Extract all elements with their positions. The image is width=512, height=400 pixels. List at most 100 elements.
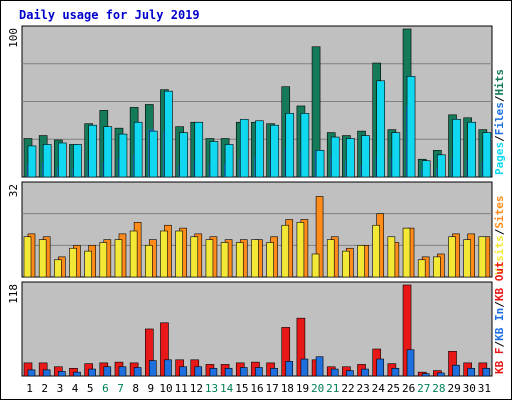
bar-visits <box>54 259 62 278</box>
bar-visits <box>190 236 199 278</box>
day-label: 6 <box>102 382 109 395</box>
bar-visits <box>342 250 350 278</box>
bar-pages <box>58 142 67 178</box>
bar-pages <box>270 124 279 178</box>
legend-entry: Files <box>493 102 506 135</box>
bar-visits <box>38 239 47 278</box>
bar-pages <box>361 135 370 178</box>
legend-entry: Pages <box>493 142 506 175</box>
day-label: 17 <box>266 382 279 395</box>
bar-visits <box>23 236 32 278</box>
day-label: 13 <box>205 382 218 395</box>
bar-kbin <box>73 371 81 377</box>
day-label: 30 <box>463 382 476 395</box>
bar-pages <box>346 138 355 178</box>
bar-kbin <box>482 367 491 377</box>
bar-visits <box>99 242 108 278</box>
bar-kbin <box>300 358 309 377</box>
day-label: 18 <box>281 382 294 395</box>
bar-kbin <box>437 372 445 377</box>
bar-visits <box>281 224 290 278</box>
bar-kbin <box>133 367 142 377</box>
day-label: 1 <box>26 382 33 395</box>
bar-visits <box>372 224 381 278</box>
bar-kbin <box>209 367 218 377</box>
day-label: 9 <box>148 382 155 395</box>
bar-visits <box>478 236 487 278</box>
bar-sites <box>315 196 324 278</box>
day-label: 21 <box>326 382 339 395</box>
day-label: 4 <box>72 382 79 395</box>
bar-pages <box>194 121 204 178</box>
bar-kbin <box>270 367 278 377</box>
day-label: 22 <box>341 382 354 395</box>
legend-entry: Sites <box>493 196 506 229</box>
bar-visits <box>160 230 168 278</box>
legend-entry: KB F <box>493 348 506 375</box>
bar-pages <box>467 121 476 178</box>
bar-pages <box>330 136 340 178</box>
day-label: 11 <box>175 382 188 395</box>
bar-kbin <box>118 366 127 377</box>
legend-separator: / <box>493 135 506 142</box>
bar-pages <box>103 126 113 178</box>
day-label: 7 <box>117 382 124 395</box>
bar-pages <box>255 120 264 178</box>
bar-pages <box>164 90 173 178</box>
legend-visits-sites: Visits/Sites <box>493 196 506 276</box>
day-label: 12 <box>190 382 203 395</box>
bar-visits <box>463 239 471 278</box>
bar-kbin <box>224 367 233 377</box>
day-label: 25 <box>387 382 400 395</box>
day-label: 27 <box>417 382 430 395</box>
bar-visits <box>387 236 396 278</box>
bar-visits <box>205 239 214 278</box>
bar-kbin <box>239 367 248 377</box>
legend-entry: KB Out <box>493 261 506 301</box>
bar-visits <box>448 236 456 278</box>
bar-pages <box>118 133 128 178</box>
bar-visits <box>296 222 305 278</box>
bar-pages <box>482 132 492 178</box>
bar-visits <box>84 250 92 278</box>
bar-kbin <box>452 364 460 377</box>
day-label: 8 <box>132 382 139 395</box>
bar-kbin <box>255 367 263 377</box>
bar-pages <box>42 144 52 178</box>
day-label: 5 <box>87 382 94 395</box>
bar-pages <box>224 144 234 178</box>
bar-pages <box>452 118 461 178</box>
bar-visits <box>251 239 259 278</box>
day-label: 20 <box>311 382 324 395</box>
bar-kbin <box>376 358 385 377</box>
bar-visits <box>357 245 365 278</box>
day-label: 2 <box>41 382 48 395</box>
bar-kbin <box>42 369 51 377</box>
bar-pages <box>73 144 82 178</box>
legend-separator: / <box>493 228 506 235</box>
bar-pages <box>209 141 219 178</box>
bar-visits <box>129 230 138 278</box>
bar-pages <box>406 76 416 178</box>
bar-pages <box>376 80 386 178</box>
panel-hits-files-pages: 100 Pages/Files/Hits <box>7 25 506 178</box>
bar-pages <box>300 113 310 178</box>
bar-visits <box>402 227 411 278</box>
legend-kbf-kbin-kbout: KB F/KB In/KB Out <box>493 261 506 374</box>
bar-kbin <box>27 369 36 377</box>
day-label: 16 <box>250 382 263 395</box>
bar-kbin <box>330 368 339 377</box>
bar-pages <box>391 132 401 178</box>
chart-title: Daily usage for July 2019 <box>19 8 200 22</box>
legend-hits-files-pages: Pages/Files/Hits <box>493 69 506 175</box>
bar-kbin <box>361 368 369 377</box>
bar-kbin <box>88 368 96 377</box>
bar-kbin <box>346 370 354 377</box>
y-axis-max-label: 100 <box>7 28 20 48</box>
bar-visits <box>144 245 153 278</box>
bar-kbin <box>391 367 400 377</box>
day-label: 19 <box>296 382 309 395</box>
bar-pages <box>421 160 431 178</box>
bar-pages <box>315 150 325 178</box>
